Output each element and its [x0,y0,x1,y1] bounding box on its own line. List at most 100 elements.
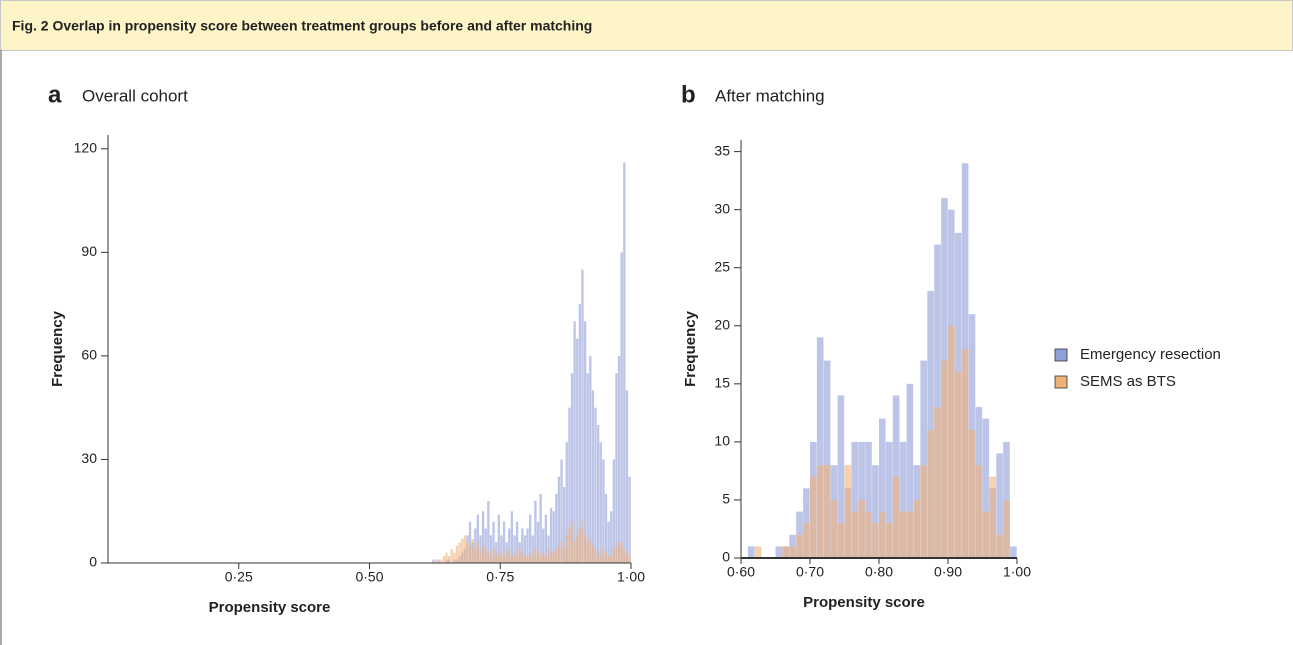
bar [557,476,561,563]
bar [623,549,626,563]
bar [858,499,865,558]
bar [594,549,597,563]
panel-title: After matching [715,86,825,105]
bar [610,511,613,563]
x-tick-label: 0·50 [355,569,383,585]
bar [989,476,996,558]
bar [581,521,584,563]
x-tick-label: 1·00 [1003,564,1031,580]
bar [432,559,435,563]
bar [607,521,610,563]
bar [591,545,595,563]
bar [471,538,474,563]
bar [544,514,548,563]
bar [899,511,907,558]
bar [576,338,579,563]
bar [479,552,482,563]
bar [468,545,472,563]
bar [927,430,934,558]
bar [529,514,532,563]
bar [531,535,534,563]
bar [489,556,493,563]
bar [563,487,566,563]
bar [445,552,448,563]
legend-swatch [1054,348,1068,362]
legend-label: Emergency resection [1080,346,1221,363]
bar [617,545,621,563]
panel-label: a [48,81,62,108]
bar [602,459,605,563]
bar [604,552,608,563]
bar [536,552,540,563]
bar [534,549,537,563]
bar [526,528,529,563]
bar [975,465,983,558]
bar [837,395,845,558]
bar [568,528,571,563]
x-tick-label: 0·70 [796,564,824,580]
bar [500,552,503,563]
bar [529,552,532,563]
bar [625,552,629,563]
bar [468,521,472,563]
bar [434,559,438,563]
bar [615,542,618,563]
bar [1010,546,1017,558]
bar [515,521,519,563]
bar [628,476,631,563]
bar [466,542,469,563]
bar [968,430,976,558]
x-tick-label: 0·80 [865,564,893,580]
legend-label: SEMS as BTS [1080,373,1176,390]
bar [479,535,482,563]
bar [453,552,456,563]
bar [573,542,576,563]
bar [754,546,762,558]
bar [521,552,524,563]
y-tick-label: 10 [714,433,730,449]
bar [536,521,540,563]
bar [539,493,542,563]
bar [851,441,858,558]
bar [461,538,464,563]
bar [920,465,927,558]
panel-title: Overall cohort [82,86,188,105]
x-axis-label: Propensity score [209,599,331,616]
bar [570,521,574,563]
bar [583,535,587,563]
bar [879,511,886,558]
bar [523,556,527,563]
bar [484,549,487,563]
bar [810,476,817,558]
bar [594,407,597,563]
bar [885,441,893,558]
header [0,0,1293,51]
bar [996,534,1003,558]
bar [476,542,480,563]
bar [775,546,783,558]
bar [518,549,521,563]
bar [589,355,592,563]
bar [513,535,516,563]
y-tick-label: 15 [714,375,730,391]
y-tick-label: 35 [714,142,730,158]
bar [934,244,941,558]
x-tick-label: 0·60 [727,564,755,580]
bar [502,521,506,563]
bar [628,556,631,563]
bar [492,549,495,563]
bar [487,552,490,563]
y-tick-label: 60 [81,347,97,363]
bar [982,511,990,558]
bar [597,552,600,563]
y-tick-label: 20 [714,316,730,332]
bar [447,556,451,563]
bar [474,528,477,563]
bar [510,556,514,563]
bar [450,549,453,563]
bar [437,559,440,563]
bar [484,528,487,563]
bar [607,556,610,563]
bar [581,269,584,563]
bar [458,542,461,563]
